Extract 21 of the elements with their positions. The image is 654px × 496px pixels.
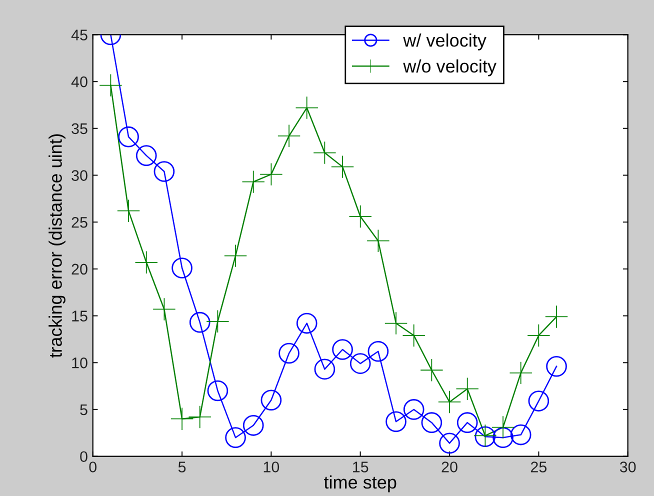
y-tick-label: 0 [80,451,88,462]
x-tick-label: 0 [89,462,97,472]
x-axis-title: time step [324,475,396,492]
y-tick-label: 40 [71,76,88,88]
x-tick-label: 25 [530,462,547,472]
y-tick-label: 30 [72,170,88,181]
x-tick-label: 10 [264,462,280,472]
y-tick-label: 20 [72,264,88,275]
y-tick-label: 35 [72,123,88,134]
legend-label: w/ velocity [403,34,486,50]
legend-label: w/o velocity [403,59,496,76]
x-tick-label: 5 [178,462,186,472]
y-tick-label: 25 [72,216,88,228]
x-tick-label: 30 [620,462,636,472]
x-tick-label: 20 [442,462,458,472]
y-tick-label: 15 [72,310,88,322]
y-tick-label: 5 [80,404,88,416]
x-tick-label: 15 [353,462,368,472]
y-tick-label: 10 [72,358,88,368]
y-tick-label: 45 [71,30,88,40]
y-axis-title: tracking error (distance uint) [48,134,66,358]
